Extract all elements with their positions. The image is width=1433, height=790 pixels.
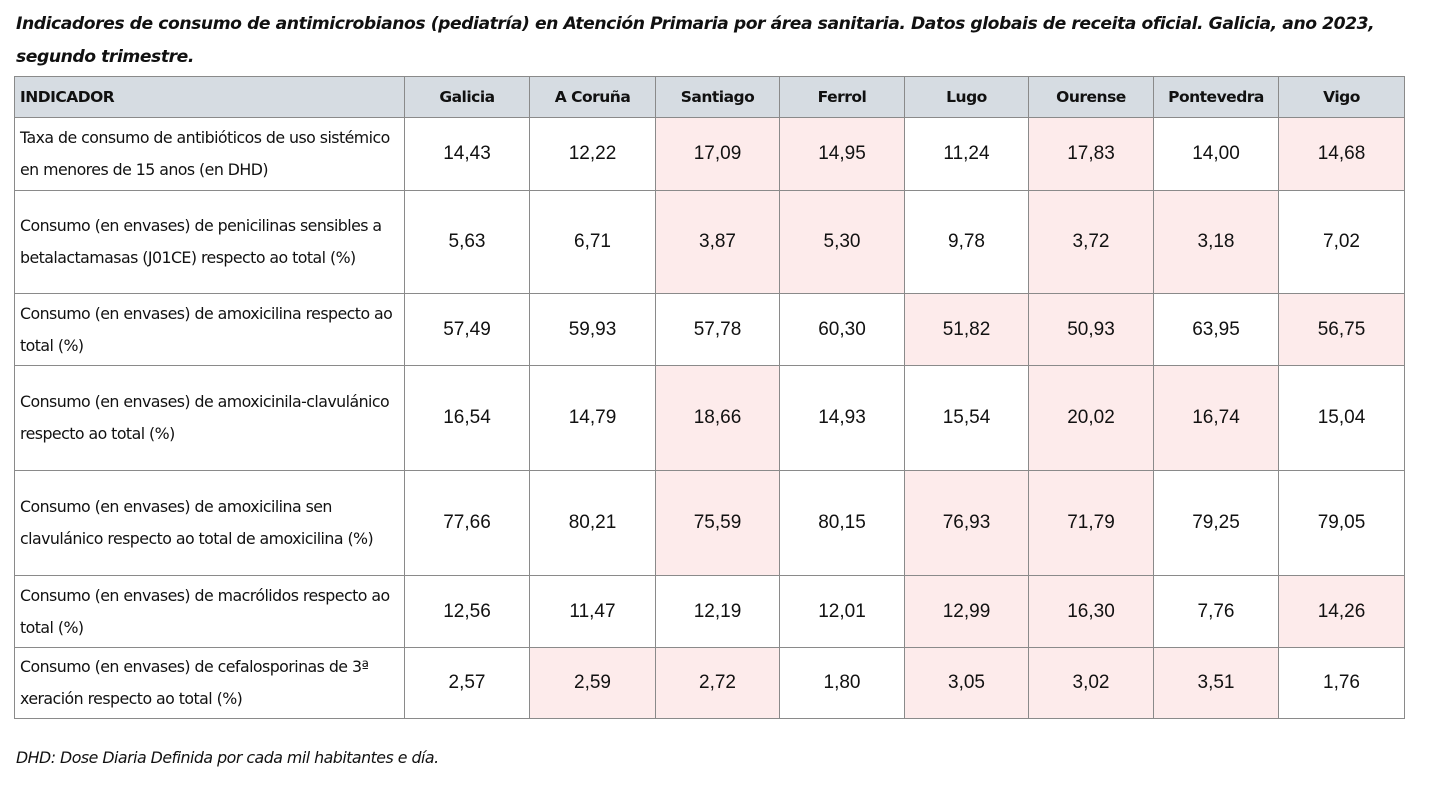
- value-cell: 6,71: [529, 190, 656, 294]
- column-header-lugo: Lugo: [904, 76, 1029, 118]
- value-cell: 5,30: [779, 190, 905, 294]
- value-cell: 1,76: [1278, 647, 1405, 719]
- value-cell: 71,79: [1028, 470, 1154, 576]
- value-cell: 14,00: [1153, 117, 1279, 191]
- indicators-table: INDICADOR Galicia A Coruña Santiago Ferr…: [14, 76, 1405, 719]
- value-cell: 15,54: [904, 365, 1029, 471]
- value-cell: 60,30: [779, 293, 905, 366]
- value-cell: 16,54: [404, 365, 530, 471]
- value-cell: 3,18: [1153, 190, 1279, 294]
- value-cell: 57,78: [655, 293, 780, 366]
- value-cell: 14,93: [779, 365, 905, 471]
- table-row: Consumo (en envases) de amoxicinila-clav…: [14, 365, 1405, 471]
- value-cell: 2,57: [404, 647, 530, 719]
- value-cell: 79,05: [1278, 470, 1405, 576]
- column-header-santiago: Santiago: [655, 76, 780, 118]
- indicator-label: Consumo (en envases) de cefalosporinas d…: [14, 647, 405, 719]
- table-row: Consumo (en envases) de penicilinas sens…: [14, 190, 1405, 294]
- value-cell: 56,75: [1278, 293, 1405, 366]
- value-cell: 50,93: [1028, 293, 1154, 366]
- value-cell: 3,51: [1153, 647, 1279, 719]
- value-cell: 63,95: [1153, 293, 1279, 366]
- value-cell: 2,59: [529, 647, 656, 719]
- value-cell: 14,43: [404, 117, 530, 191]
- indicator-label: Taxa de consumo de antibióticos de uso s…: [14, 117, 405, 191]
- value-cell: 11,47: [529, 575, 656, 648]
- table-row: Taxa de consumo de antibióticos de uso s…: [14, 117, 1405, 191]
- value-cell: 57,49: [404, 293, 530, 366]
- value-cell: 59,93: [529, 293, 656, 366]
- value-cell: 5,63: [404, 190, 530, 294]
- value-cell: 9,78: [904, 190, 1029, 294]
- footnote: DHD: Dose Diaria Definida por cada mil h…: [16, 748, 439, 767]
- value-cell: 14,79: [529, 365, 656, 471]
- column-header-ferrol: Ferrol: [779, 76, 905, 118]
- value-cell: 2,72: [655, 647, 780, 719]
- indicator-label: Consumo (en envases) de macrólidos respe…: [14, 575, 405, 648]
- value-cell: 76,93: [904, 470, 1029, 576]
- value-cell: 77,66: [404, 470, 530, 576]
- value-cell: 14,95: [779, 117, 905, 191]
- value-cell: 80,21: [529, 470, 656, 576]
- indicator-label: Consumo (en envases) de amoxicilina resp…: [14, 293, 405, 366]
- value-cell: 11,24: [904, 117, 1029, 191]
- value-cell: 17,83: [1028, 117, 1154, 191]
- value-cell: 14,26: [1278, 575, 1405, 648]
- value-cell: 12,56: [404, 575, 530, 648]
- indicator-label: Consumo (en envases) de penicilinas sens…: [14, 190, 405, 294]
- value-cell: 16,30: [1028, 575, 1154, 648]
- column-header-a-coruna: A Coruña: [529, 76, 656, 118]
- value-cell: 12,22: [529, 117, 656, 191]
- indicator-label: Consumo (en envases) de amoxicinila-clav…: [14, 365, 405, 471]
- column-header-galicia: Galicia: [404, 76, 530, 118]
- value-cell: 75,59: [655, 470, 780, 576]
- value-cell: 51,82: [904, 293, 1029, 366]
- table-row: Consumo (en envases) de macrólidos respe…: [14, 575, 1405, 648]
- value-cell: 79,25: [1153, 470, 1279, 576]
- column-header-pontevedra: Pontevedra: [1153, 76, 1279, 118]
- value-cell: 17,09: [655, 117, 780, 191]
- value-cell: 80,15: [779, 470, 905, 576]
- value-cell: 7,02: [1278, 190, 1405, 294]
- column-header-ourense: Ourense: [1028, 76, 1154, 118]
- value-cell: 16,74: [1153, 365, 1279, 471]
- table-row: Consumo (en envases) de amoxicilina resp…: [14, 293, 1405, 366]
- value-cell: 7,76: [1153, 575, 1279, 648]
- value-cell: 12,19: [655, 575, 780, 648]
- value-cell: 12,99: [904, 575, 1029, 648]
- column-header-indicador: INDICADOR: [14, 76, 405, 118]
- value-cell: 12,01: [779, 575, 905, 648]
- column-header-vigo: Vigo: [1278, 76, 1405, 118]
- value-cell: 20,02: [1028, 365, 1154, 471]
- value-cell: 18,66: [655, 365, 780, 471]
- table-title: Indicadores de consumo de antimicrobiano…: [16, 14, 1375, 67]
- value-cell: 1,80: [779, 647, 905, 719]
- value-cell: 3,02: [1028, 647, 1154, 719]
- table-row: Consumo (en envases) de amoxicilina sen …: [14, 470, 1405, 576]
- value-cell: 14,68: [1278, 117, 1405, 191]
- value-cell: 3,05: [904, 647, 1029, 719]
- indicator-label: Consumo (en envases) de amoxicilina sen …: [14, 470, 405, 576]
- table-row: Consumo (en envases) de cefalosporinas d…: [14, 647, 1405, 719]
- value-cell: 3,72: [1028, 190, 1154, 294]
- header-row: INDICADOR Galicia A Coruña Santiago Ferr…: [14, 76, 1405, 118]
- value-cell: 3,87: [655, 190, 780, 294]
- value-cell: 15,04: [1278, 365, 1405, 471]
